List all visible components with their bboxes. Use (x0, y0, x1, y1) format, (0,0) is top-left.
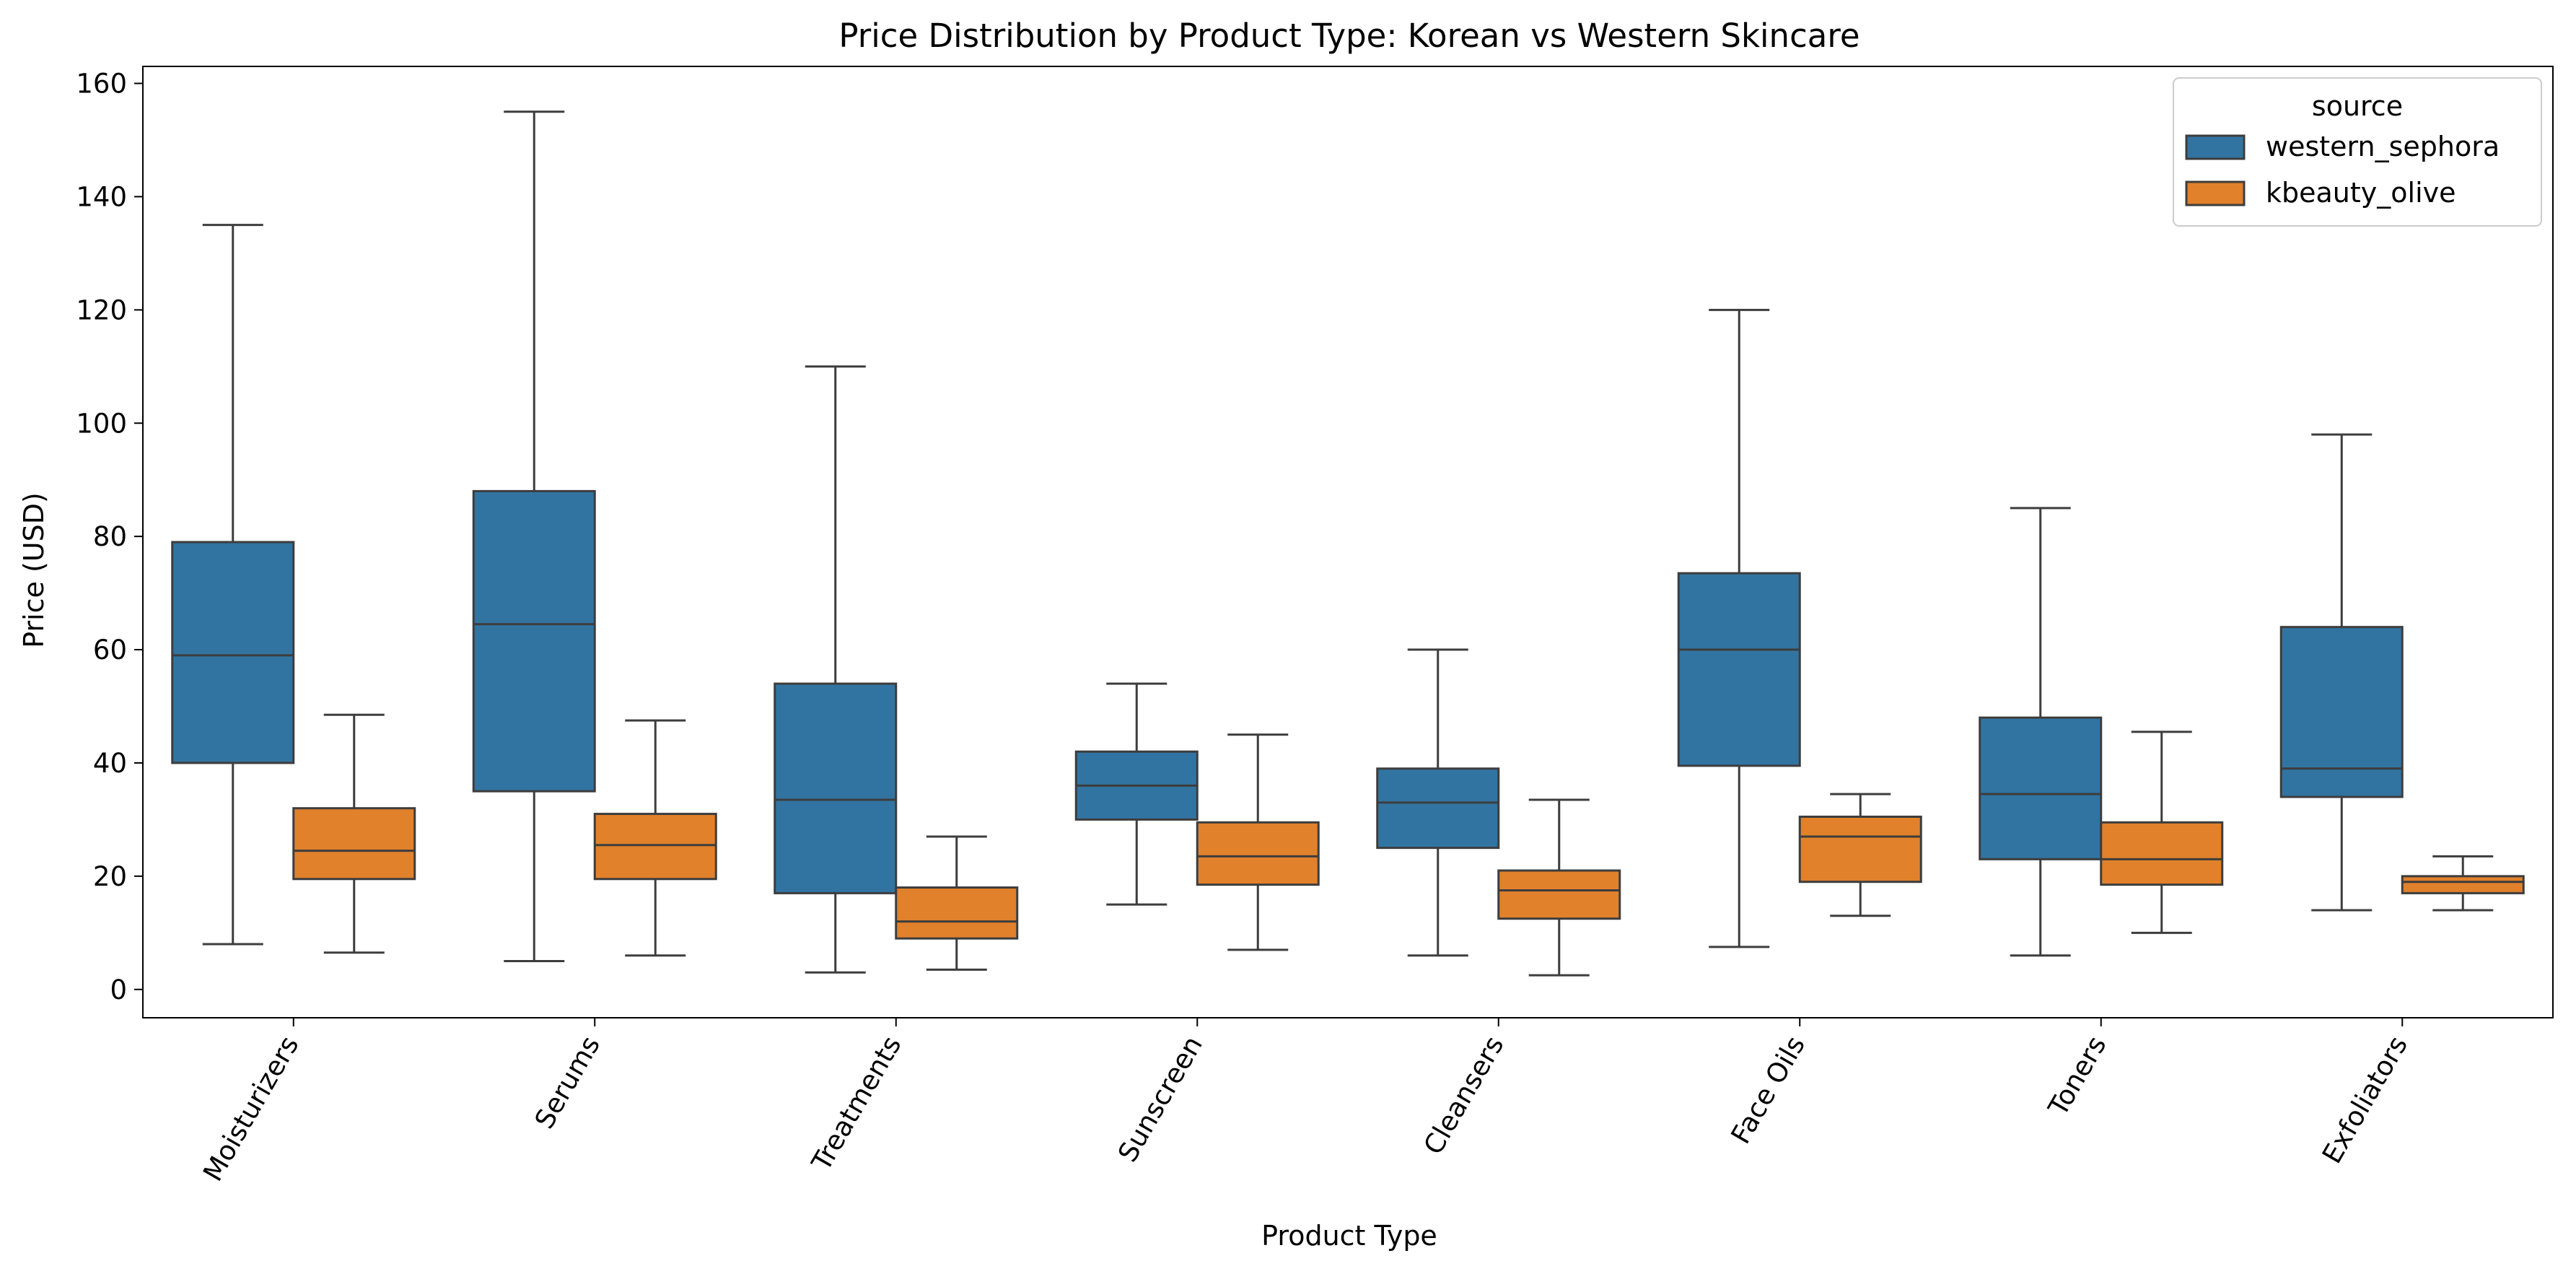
y-tick-label: 160 (76, 69, 127, 100)
legend-swatch-western_sephora (2185, 134, 2246, 160)
legend-label-western_sephora: western_sephora (2266, 131, 2500, 162)
legend-title: source (2312, 90, 2403, 122)
legend-label-kbeauty_olive: kbeauty_olive (2266, 177, 2456, 209)
box-kbeauty_olive (1196, 821, 1320, 886)
box-western_sephora (1979, 716, 2103, 860)
y-tick-label: 140 (76, 181, 127, 212)
x-tick-label: Sunscreen (1112, 1031, 1209, 1167)
box-western_sephora (2279, 626, 2404, 798)
y-tick-label: 0 (110, 974, 127, 1005)
box-kbeauty_olive (1497, 869, 1621, 920)
box-western_sephora (774, 682, 898, 894)
x-tick-label: Treatments (805, 1031, 908, 1177)
y-tick-label: 100 (76, 408, 127, 439)
x-tick-label: Cleansers (1418, 1031, 1510, 1160)
box-kbeauty_olive (2401, 875, 2525, 894)
chart-title: Price Distribution by Product Type: Kore… (838, 17, 1859, 55)
box-kbeauty_olive (593, 813, 717, 881)
legend-box (2173, 77, 2542, 227)
y-tick-label: 60 (93, 634, 127, 666)
box-western_sephora (1677, 572, 1801, 767)
y-axis-label: Price (USD) (18, 492, 50, 648)
box-kbeauty_olive (1798, 815, 1922, 883)
plot-frame (142, 66, 2554, 1018)
box-western_sephora (171, 541, 295, 764)
y-tick-label: 80 (93, 521, 127, 552)
y-tick-label: 120 (76, 294, 127, 326)
box-western_sephora (472, 489, 596, 793)
y-tick-label: 20 (93, 861, 127, 892)
legend-swatch-kbeauty_olive (2185, 180, 2246, 206)
x-tick-label: Moisturizers (197, 1031, 305, 1187)
x-tick-label: Toners (2042, 1031, 2113, 1122)
x-tick-label: Face Oils (1725, 1031, 1811, 1149)
x-tick-label: Serums (529, 1031, 606, 1134)
box-kbeauty_olive (2100, 821, 2224, 886)
box-kbeauty_olive (292, 807, 416, 881)
y-tick-label: 40 (93, 748, 127, 779)
box-kbeauty_olive (895, 886, 1019, 940)
box-western_sephora (1376, 767, 1500, 850)
x-axis-label: Product Type (1261, 1220, 1437, 1252)
x-tick-label: Exfoliators (2316, 1031, 2414, 1169)
